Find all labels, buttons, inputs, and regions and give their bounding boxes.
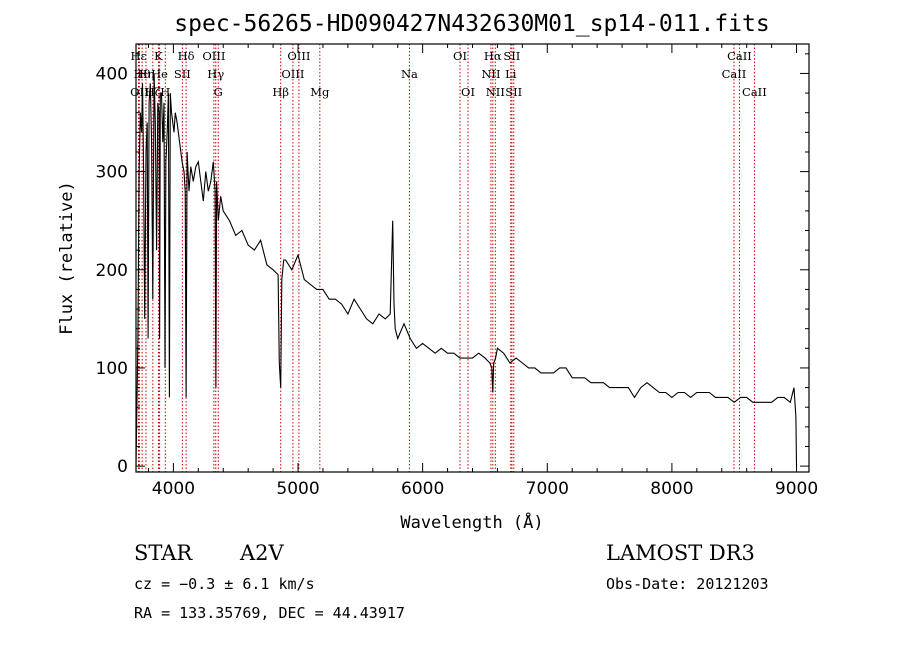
spectral-line-label: OI — [453, 49, 467, 63]
axis-ticks: 4000 5000 6000 7000 8000 9000 0 100 200 300 400 — [96, 44, 818, 499]
x-tick-label: 8000 — [650, 479, 693, 499]
flux-series-line — [135, 73, 798, 467]
y-tick-label: 100 — [96, 359, 128, 379]
spectral-line-label: Na — [401, 67, 418, 81]
spectral-line-label: Hα — [484, 49, 502, 63]
spectral-line-label: OII — [130, 85, 149, 99]
subclass-label: A2V — [239, 541, 285, 565]
redshift-text: cz = −0.3 ± 6.1 km/s — [134, 575, 315, 593]
spectral-line-label: Mg — [310, 85, 330, 99]
spectral-line-label: OIII — [287, 49, 310, 63]
spectral-line-label: Hδ — [178, 49, 195, 63]
spectral-line-label: OIII — [202, 49, 225, 63]
spectral-line-label: CaII — [722, 67, 747, 81]
spectral-line-label: H — [160, 85, 170, 99]
x-tick-label: 9000 — [775, 479, 818, 499]
y-tick-label: 200 — [96, 261, 128, 281]
y-tick-label: 0 — [117, 457, 128, 477]
obs-date-text: Obs-Date: 20121203 — [606, 575, 769, 593]
class-label: STAR — [134, 541, 193, 565]
spectral-line-label: SII — [503, 49, 520, 63]
spectral-line-label: OIII — [281, 67, 304, 81]
spectral-line-label: He — [151, 67, 168, 81]
spectral-line-label: CaII — [727, 49, 752, 63]
plot-frame — [135, 43, 810, 473]
spectral-line-label: Hγ — [207, 67, 224, 81]
spectral-line-label: G — [214, 85, 223, 99]
survey-label: LAMOST DR3 — [606, 541, 755, 565]
spectral-line-label: SII — [505, 85, 522, 99]
spectral-line-label: NII — [486, 85, 505, 99]
y-tick-label: 300 — [96, 163, 128, 183]
spectral-line-label: NII — [481, 67, 500, 81]
spectral-line-label: Hβ — [272, 85, 289, 99]
y-tick-label: 400 — [96, 64, 128, 84]
spectral-line-label: CaII — [742, 85, 767, 99]
x-axis-label: Wavelength (Å) — [400, 511, 543, 533]
spectral-line-label: Hη — [138, 67, 155, 81]
spectral-line-label: K — [154, 49, 163, 63]
x-tick-label: 4000 — [152, 479, 195, 499]
y-axis-label: Flux (relative) — [57, 181, 77, 335]
spectral-line-label: Hθ — [134, 67, 151, 81]
spectral-line-markers — [137, 44, 755, 472]
x-tick-label: 7000 — [526, 479, 569, 499]
x-tick-label: 5000 — [276, 479, 319, 499]
x-tick-label: 6000 — [401, 479, 444, 499]
coords-text: RA = 133.35769, DEC = 44.43917 — [134, 604, 405, 622]
spectral-line-label: Hζ — [145, 85, 161, 99]
spectral-line-label: SII — [174, 67, 191, 81]
spectral-line-label: OI — [461, 85, 475, 99]
chart-title: spec-56265-HD090427N432630M01_sp14-011.f… — [174, 11, 769, 37]
spectral-line-label: Hε — [130, 49, 146, 63]
spectral-line-label: Li — [505, 67, 517, 81]
